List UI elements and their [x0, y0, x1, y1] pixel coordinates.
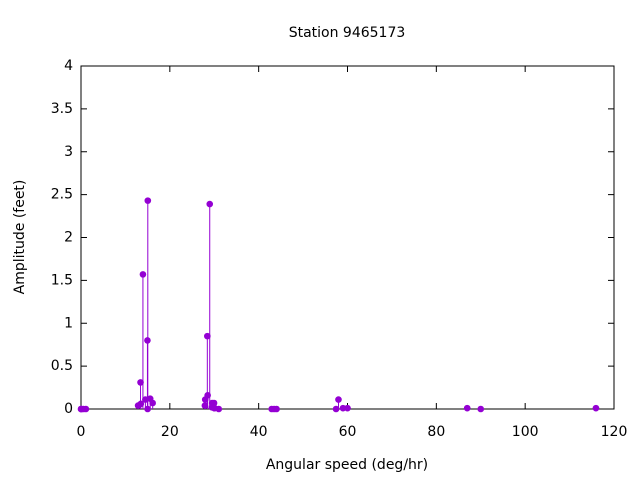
x-tick-label: 0 — [77, 424, 86, 440]
x-axis-label: Angular speed (deg/hr) — [266, 457, 428, 473]
point — [477, 405, 485, 413]
point — [144, 197, 152, 204]
plot-frame — [80, 65, 615, 410]
y-tick-label: 4 — [64, 58, 73, 74]
point — [204, 332, 211, 340]
point — [273, 405, 280, 413]
y-tick-label: 0 — [64, 401, 73, 417]
point — [335, 396, 342, 403]
x-tick-label: 120 — [601, 424, 628, 440]
y-tick-label: 1 — [64, 315, 73, 331]
point — [137, 379, 144, 386]
chart-title: Station 9465173 — [289, 25, 406, 41]
x-tick-label: 80 — [427, 424, 445, 440]
x-tick-label: 100 — [512, 424, 539, 440]
x-tick-label: 60 — [339, 424, 357, 440]
point — [206, 200, 214, 208]
x-tick-label: 20 — [161, 424, 179, 440]
y-axis-label: Amplitude (feet) — [12, 180, 28, 295]
point — [592, 404, 600, 412]
point — [463, 404, 471, 412]
point — [332, 405, 340, 413]
point — [139, 271, 147, 278]
point — [344, 404, 351, 412]
point — [149, 399, 156, 407]
y-tick-label: 3 — [64, 144, 73, 160]
point — [210, 399, 218, 407]
y-tick-label: 1.5 — [51, 272, 73, 288]
y-tick-label: 0.5 — [51, 358, 73, 374]
y-tick-label: 2 — [64, 230, 73, 246]
x-tick-label: 40 — [250, 424, 268, 440]
point — [82, 405, 90, 413]
point — [215, 405, 223, 413]
point — [339, 404, 347, 412]
y-tick-label: 2.5 — [51, 187, 73, 203]
y-tick-label: 3.5 — [51, 101, 73, 117]
